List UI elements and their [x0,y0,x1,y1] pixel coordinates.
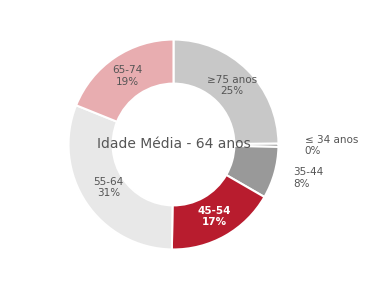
Wedge shape [172,175,264,249]
Text: 55-64
31%: 55-64 31% [94,177,124,198]
Text: ≤ 34 anos
0%: ≤ 34 anos 0% [305,135,358,156]
Wedge shape [226,146,279,197]
Wedge shape [68,105,173,249]
Wedge shape [234,144,279,147]
Text: 65-74
19%: 65-74 19% [112,65,142,87]
Text: ≥75 anos
25%: ≥75 anos 25% [207,75,257,97]
Text: 45-54
17%: 45-54 17% [198,206,231,227]
Wedge shape [76,40,173,122]
Wedge shape [173,40,279,144]
Text: 35-44
8%: 35-44 8% [293,167,323,189]
Text: Idade Média - 64 anos: Idade Média - 64 anos [97,138,250,151]
